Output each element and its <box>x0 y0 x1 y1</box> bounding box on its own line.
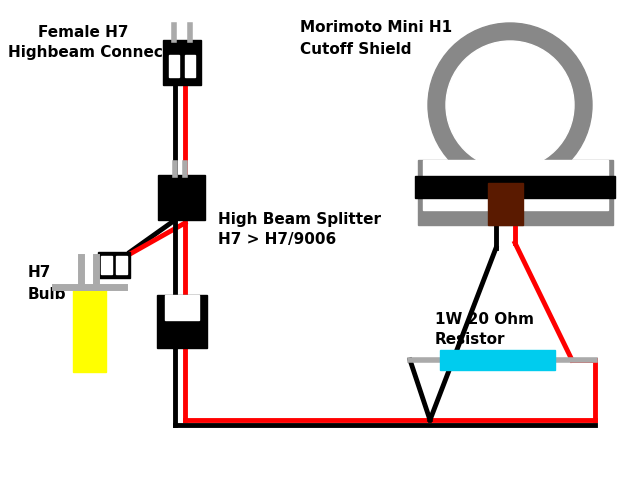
Circle shape <box>446 41 574 169</box>
Bar <box>440 350 555 370</box>
Bar <box>488 183 523 225</box>
Bar <box>423 160 608 210</box>
Circle shape <box>428 23 592 187</box>
Text: Bulb: Bulb <box>28 287 67 302</box>
Bar <box>163 40 201 85</box>
Bar <box>116 256 127 274</box>
Bar <box>157 295 207 348</box>
Text: Cutoff Shield: Cutoff Shield <box>300 42 412 57</box>
Text: 1W 20 Ohm: 1W 20 Ohm <box>435 312 534 327</box>
Text: Morimoto Mini H1: Morimoto Mini H1 <box>300 20 452 35</box>
Text: H7 > H7/9006: H7 > H7/9006 <box>218 232 336 247</box>
Bar <box>73 287 106 372</box>
Bar <box>98 252 130 278</box>
Text: Highbeam Connector: Highbeam Connector <box>8 45 188 60</box>
Text: High Beam Splitter: High Beam Splitter <box>218 212 381 227</box>
Bar <box>165 295 199 320</box>
Text: Resistor: Resistor <box>435 332 506 347</box>
Text: Female H7: Female H7 <box>38 25 129 40</box>
Bar <box>158 175 205 220</box>
Bar <box>185 55 195 77</box>
Bar <box>418 160 613 225</box>
Bar <box>169 55 179 77</box>
Bar <box>101 256 112 274</box>
Bar <box>415 176 615 198</box>
Text: H7: H7 <box>28 265 51 280</box>
